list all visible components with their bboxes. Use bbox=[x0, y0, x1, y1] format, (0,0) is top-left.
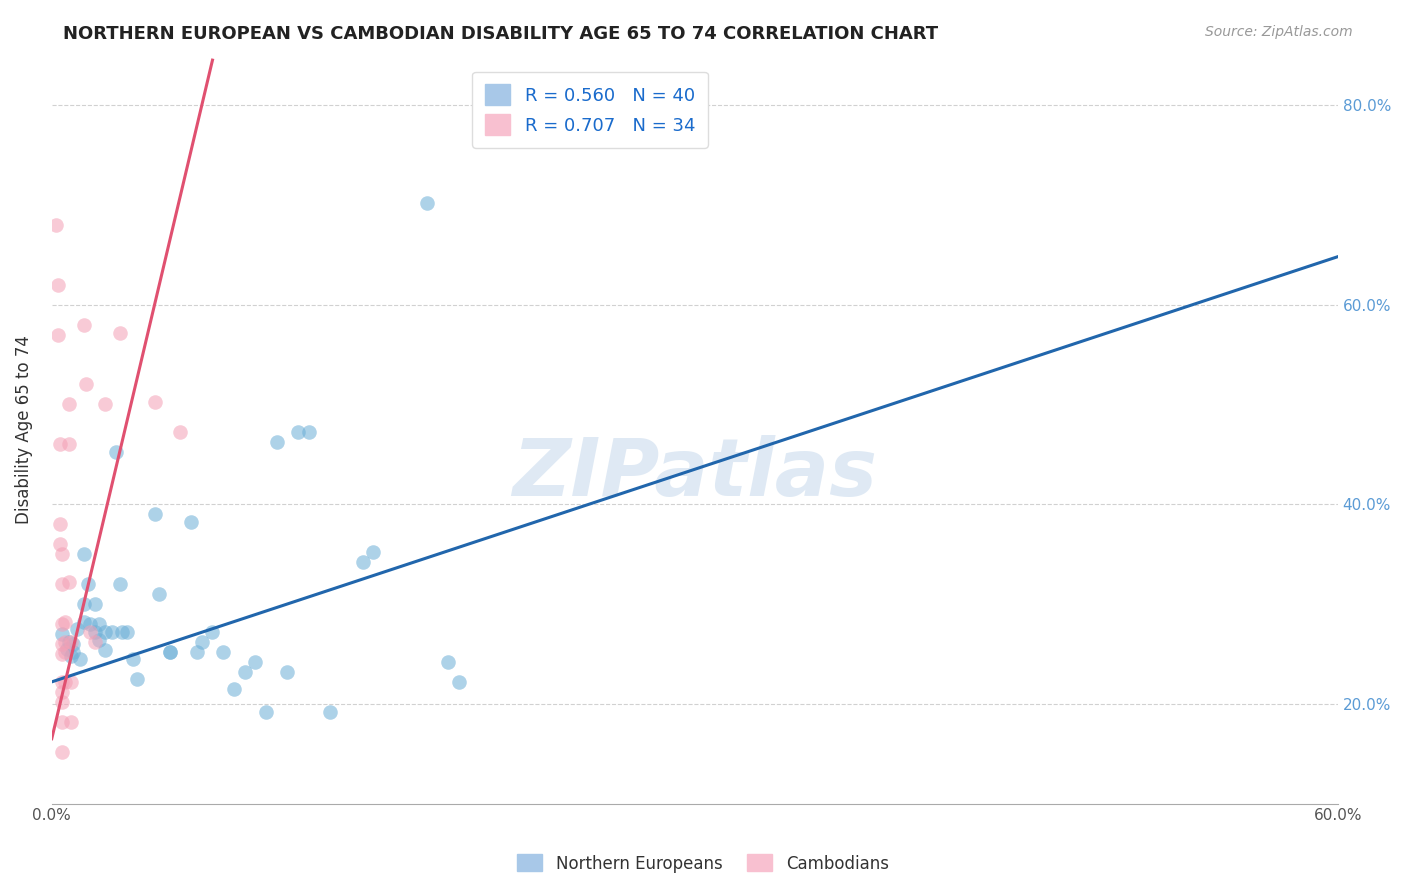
Point bbox=[51, 674, 73, 689]
Point bbox=[254, 705, 277, 719]
Point bbox=[46, 327, 69, 342]
Point bbox=[287, 425, 309, 440]
Text: NORTHERN EUROPEAN VS CAMBODIAN DISABILITY AGE 65 TO 74 CORRELATION CHART: NORTHERN EUROPEAN VS CAMBODIAN DISABILIT… bbox=[63, 25, 938, 43]
Point bbox=[51, 745, 73, 759]
Point bbox=[105, 445, 128, 459]
Point bbox=[77, 577, 100, 591]
Point bbox=[361, 545, 384, 559]
Point bbox=[73, 597, 96, 611]
Point bbox=[169, 425, 191, 440]
Point bbox=[75, 377, 97, 392]
Point bbox=[298, 425, 321, 440]
Point bbox=[276, 665, 298, 679]
Point bbox=[53, 635, 76, 649]
Point bbox=[49, 437, 72, 451]
Point bbox=[94, 397, 117, 411]
Point bbox=[83, 624, 105, 639]
Point bbox=[159, 645, 181, 659]
Point bbox=[53, 615, 76, 629]
Text: Source: ZipAtlas.com: Source: ZipAtlas.com bbox=[1205, 25, 1353, 39]
Point bbox=[58, 575, 80, 590]
Point bbox=[87, 617, 110, 632]
Point bbox=[83, 597, 105, 611]
Point bbox=[60, 635, 83, 649]
Point bbox=[352, 555, 374, 569]
Point bbox=[51, 617, 73, 632]
Point bbox=[212, 645, 235, 659]
Point bbox=[51, 547, 73, 561]
Point bbox=[51, 685, 73, 699]
Point bbox=[58, 397, 80, 411]
Point bbox=[69, 652, 91, 666]
Point bbox=[66, 622, 89, 636]
Point bbox=[51, 637, 73, 651]
Point bbox=[122, 652, 145, 666]
Point bbox=[94, 643, 117, 657]
Legend: R = 0.560   N = 40, R = 0.707   N = 34: R = 0.560 N = 40, R = 0.707 N = 34 bbox=[472, 71, 707, 148]
Point bbox=[51, 714, 73, 729]
Point bbox=[73, 318, 96, 332]
Point bbox=[58, 635, 80, 649]
Point bbox=[127, 672, 149, 686]
Point bbox=[51, 627, 73, 641]
Point bbox=[87, 632, 110, 647]
Point bbox=[60, 714, 83, 729]
Point bbox=[55, 642, 77, 657]
Point bbox=[143, 395, 166, 409]
Point bbox=[148, 587, 170, 601]
Point bbox=[45, 218, 67, 232]
Y-axis label: Disability Age 65 to 74: Disability Age 65 to 74 bbox=[15, 334, 32, 524]
Point bbox=[110, 326, 132, 340]
Text: ZIPatlas: ZIPatlas bbox=[512, 435, 877, 513]
Point bbox=[73, 615, 96, 629]
Point bbox=[222, 681, 245, 696]
Point bbox=[49, 517, 72, 532]
Point bbox=[111, 624, 134, 639]
Point bbox=[437, 655, 460, 669]
Point bbox=[233, 665, 256, 679]
Point bbox=[100, 624, 122, 639]
Point bbox=[79, 624, 101, 639]
Point bbox=[62, 645, 84, 659]
Point bbox=[143, 507, 166, 521]
Point bbox=[51, 577, 73, 591]
Point bbox=[245, 655, 267, 669]
Point bbox=[51, 647, 73, 661]
Point bbox=[416, 195, 439, 210]
Point bbox=[73, 547, 96, 561]
Point bbox=[180, 515, 202, 529]
Point bbox=[46, 277, 69, 292]
Point bbox=[79, 617, 101, 632]
Point bbox=[53, 645, 76, 659]
Point bbox=[83, 635, 105, 649]
Point bbox=[62, 637, 84, 651]
Point bbox=[159, 645, 181, 659]
Point bbox=[58, 437, 80, 451]
Point bbox=[60, 674, 83, 689]
Point bbox=[266, 435, 288, 450]
Point bbox=[319, 705, 342, 719]
Legend: Northern Europeans, Cambodians: Northern Europeans, Cambodians bbox=[510, 847, 896, 880]
Point bbox=[60, 648, 83, 663]
Point bbox=[191, 635, 214, 649]
Point bbox=[94, 624, 117, 639]
Point bbox=[447, 674, 470, 689]
Point bbox=[115, 624, 138, 639]
Point bbox=[49, 537, 72, 551]
Point bbox=[186, 645, 208, 659]
Point bbox=[201, 624, 224, 639]
Point bbox=[51, 695, 73, 709]
Point bbox=[110, 577, 132, 591]
Point bbox=[53, 674, 76, 689]
